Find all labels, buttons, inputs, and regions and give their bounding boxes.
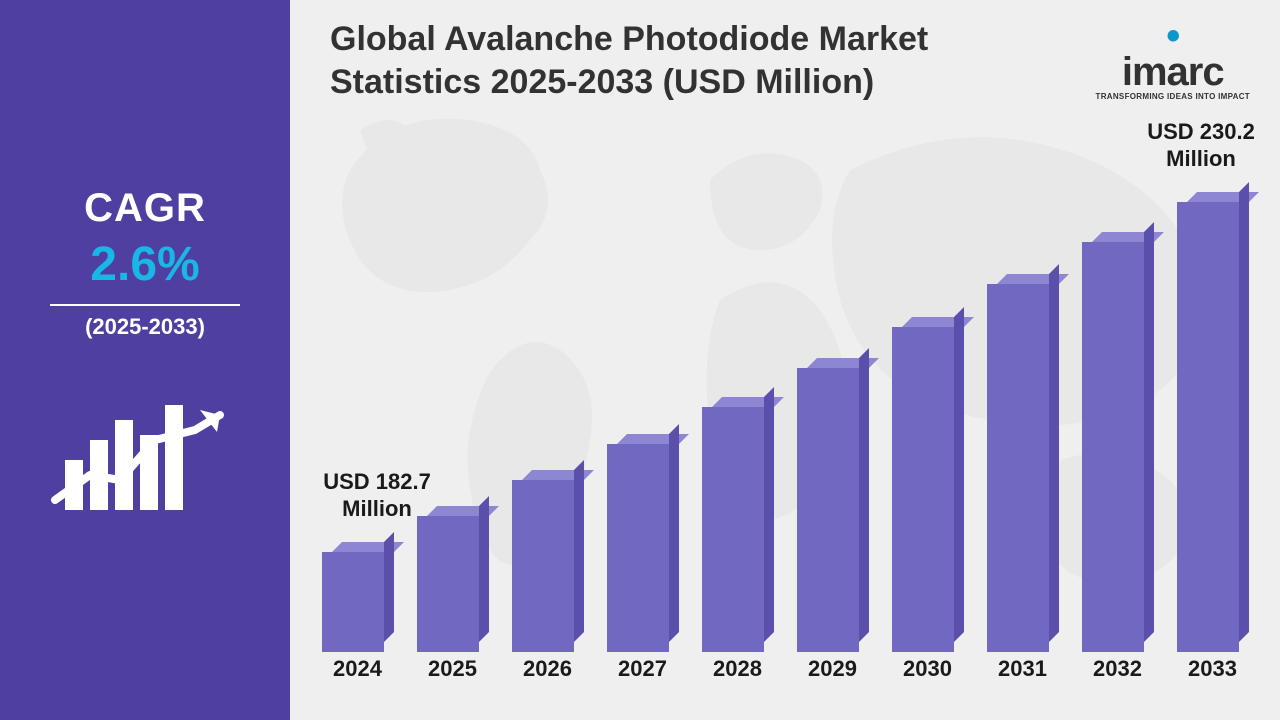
bar	[417, 506, 489, 652]
xaxis-labels: 2024 2025 2026 2027 2028 2029 2030 2031 2032 2033	[310, 656, 1260, 692]
xaxis-tick-label: 2024	[322, 656, 394, 682]
xaxis-tick-label: 2033	[1177, 656, 1249, 682]
xaxis-tick-label: 2025	[417, 656, 489, 682]
page-root: CAGR 2.6% (2025-2033) Global Avalanche P…	[0, 0, 1280, 720]
sidebar-panel: CAGR 2.6% (2025-2033)	[0, 0, 290, 720]
cagr-range: (2025-2033)	[85, 314, 205, 340]
bar	[1177, 192, 1249, 652]
chart-title: Global Avalanche Photodiode Market Stati…	[330, 18, 1050, 103]
bars-container	[310, 130, 1260, 652]
bar	[987, 274, 1059, 652]
logo-tagline: TRANSFORMING IDEAS INTO IMPACT	[1096, 92, 1250, 101]
xaxis-tick-label: 2027	[607, 656, 679, 682]
bar	[892, 317, 964, 652]
bar	[797, 358, 869, 652]
logo-word: •imarc	[1096, 18, 1250, 90]
growth-chart-icon	[45, 380, 245, 535]
bar	[1082, 232, 1154, 652]
main-panel: Global Avalanche Photodiode Market Stati…	[290, 0, 1280, 720]
xaxis-tick-label: 2029	[797, 656, 869, 682]
xaxis-tick-label: 2026	[512, 656, 584, 682]
xaxis-tick-label: 2028	[702, 656, 774, 682]
bar-chart: USD 182.7 Million USD 230.2 Million 2024…	[310, 130, 1260, 692]
xaxis-tick-label: 2030	[892, 656, 964, 682]
cagr-value: 2.6%	[90, 237, 199, 292]
cagr-divider	[50, 304, 240, 306]
cagr-label: CAGR	[84, 186, 206, 231]
xaxis-tick-label: 2032	[1082, 656, 1154, 682]
brand-logo: •imarc TRANSFORMING IDEAS INTO IMPACT	[1096, 18, 1250, 101]
logo-text: imarc	[1122, 50, 1224, 94]
bar	[607, 434, 679, 652]
bar	[702, 397, 774, 652]
bar	[512, 470, 584, 652]
xaxis-tick-label: 2031	[987, 656, 1059, 682]
bar	[322, 542, 394, 652]
